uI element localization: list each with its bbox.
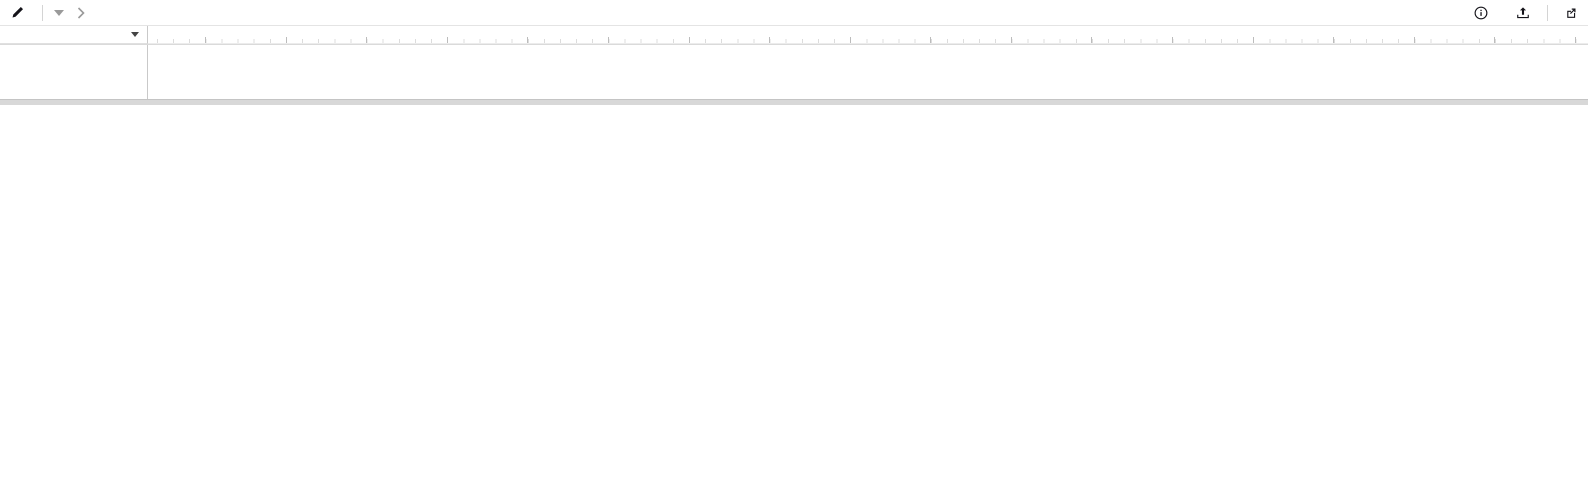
ruler-tick-mark <box>688 37 690 43</box>
ruler-tick-mark <box>849 37 851 43</box>
tracks-visibility-dropdown[interactable] <box>0 26 148 44</box>
ruler-tick-mark <box>930 37 932 43</box>
pencil-icon <box>11 6 24 19</box>
track-row-screenshots[interactable] <box>0 44 1588 99</box>
ruler-tick-mark <box>285 37 287 43</box>
ruler-tick-mark <box>607 37 609 43</box>
timeline-ruler[interactable] <box>148 26 1588 44</box>
timeline-tracks <box>0 44 1588 99</box>
track-label-screenshots[interactable] <box>0 44 148 99</box>
ruler-tick-mark <box>1494 37 1496 43</box>
profile-name-button[interactable] <box>0 0 42 25</box>
ruler-tick-mark <box>1010 37 1012 43</box>
ruler-tick-mark <box>1252 37 1254 43</box>
ruler-tick-mark <box>527 37 529 43</box>
upload-profile-button[interactable] <box>1505 0 1547 25</box>
ruler-tick-mark <box>1091 37 1093 43</box>
ruler-tick-mark <box>769 37 771 43</box>
ruler-tick-mark <box>205 37 206 43</box>
ruler-tick-mark <box>366 37 368 43</box>
ruler-tick-mark <box>1333 37 1335 43</box>
info-icon <box>1474 6 1488 20</box>
profile-info-button[interactable] <box>1463 0 1505 25</box>
ruler-tick-mark <box>446 37 448 43</box>
ruler-tick-mark <box>1575 37 1577 43</box>
screenshots-track-canvas[interactable] <box>148 44 1588 99</box>
chevron-right-icon <box>76 6 86 19</box>
range-selector[interactable] <box>43 0 103 25</box>
chevron-down-icon <box>54 9 64 16</box>
divider <box>42 4 43 21</box>
divider <box>1547 4 1548 21</box>
external-link-icon <box>1565 7 1577 19</box>
ruler-tick-mark <box>1413 37 1415 43</box>
ruler-tick-mark <box>1172 37 1174 43</box>
documentation-link[interactable] <box>1548 0 1588 25</box>
top-toolbar <box>0 0 1588 26</box>
chevron-down-icon <box>131 32 139 37</box>
upload-icon <box>1516 6 1530 20</box>
ruler-minor-ticks <box>157 39 1588 43</box>
bottom-strip <box>0 99 1588 105</box>
